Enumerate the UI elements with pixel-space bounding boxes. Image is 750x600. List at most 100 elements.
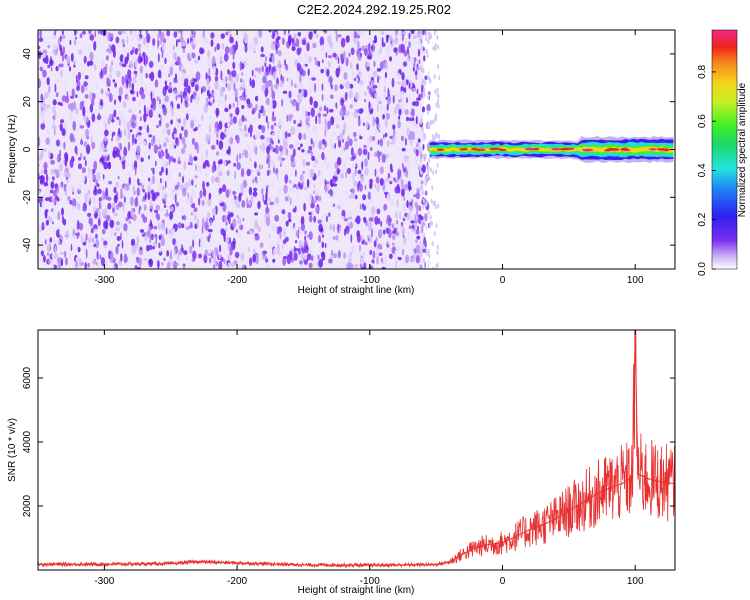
noise-speckle — [109, 229, 114, 237]
noise-speckle — [69, 39, 72, 46]
noise-speckle — [330, 84, 333, 90]
noise-speckle — [288, 144, 294, 149]
noise-speckle — [93, 243, 97, 248]
noise-speckle — [116, 70, 121, 78]
noise-speckle — [168, 73, 171, 78]
noise-speckle — [424, 153, 427, 159]
noise-speckle — [156, 124, 160, 129]
noise-speckle — [223, 99, 226, 110]
noise-speckle — [157, 38, 159, 49]
noise-speckle — [419, 264, 423, 269]
noise-speckle — [150, 104, 153, 109]
noise-speckle — [180, 30, 183, 37]
noise-speckle — [326, 215, 328, 223]
noise-speckle — [109, 73, 112, 80]
noise-speckle — [353, 131, 357, 138]
snr-series-line — [38, 336, 675, 566]
noise-speckle — [358, 183, 363, 192]
noise-speckle — [146, 43, 149, 49]
noise-speckle — [385, 34, 389, 43]
noise-speckle — [177, 94, 183, 98]
noise-speckle — [44, 54, 49, 65]
noise-speckle — [166, 209, 169, 215]
noise-speckle — [300, 90, 304, 98]
noise-speckle — [218, 140, 224, 150]
noise-speckle — [191, 258, 196, 262]
noise-speckle — [81, 172, 86, 183]
noise-speckle — [295, 169, 297, 177]
noise-speckle — [119, 95, 122, 103]
noise-speckle — [340, 215, 345, 221]
noise-speckle — [126, 121, 131, 129]
noise-speckle — [296, 47, 301, 56]
noise-speckle — [61, 215, 65, 224]
noise-speckle — [350, 147, 354, 157]
noise-speckle — [343, 71, 348, 80]
noise-speckle — [399, 210, 401, 220]
noise-speckle — [383, 85, 386, 93]
noise-speckle — [369, 249, 373, 256]
noise-speckle — [298, 82, 303, 89]
noise-speckle — [158, 235, 162, 240]
noise-speckle — [215, 108, 219, 118]
noise-speckle — [79, 101, 83, 111]
noise-speckle — [44, 239, 47, 245]
noise-speckle — [435, 102, 438, 108]
noise-speckle — [303, 186, 308, 191]
noise-speckle — [89, 51, 94, 62]
noise-speckle — [363, 217, 366, 224]
noise-speckle — [59, 149, 62, 157]
noise-speckle — [135, 256, 140, 261]
noise-speckle — [427, 210, 430, 215]
noise-speckle — [234, 251, 240, 259]
noise-speckle — [84, 75, 89, 80]
noise-speckle — [395, 210, 398, 219]
noise-speckle — [362, 194, 367, 201]
noise-speckle — [391, 77, 395, 88]
noise-speckle — [415, 192, 420, 200]
noise-speckle — [402, 162, 404, 169]
noise-speckle — [330, 116, 335, 126]
noise-speckle — [376, 184, 380, 193]
snr-point — [607, 487, 610, 490]
noise-speckle — [60, 63, 64, 68]
noise-speckle — [317, 112, 322, 118]
noise-speckle — [328, 258, 333, 264]
noise-speckle — [46, 104, 51, 109]
noise-speckle — [305, 161, 311, 166]
noise-speckle — [122, 43, 126, 48]
noise-speckle — [434, 89, 437, 95]
noise-speckle — [437, 44, 440, 50]
noise-speckle — [148, 258, 153, 268]
noise-speckle — [226, 149, 230, 155]
noise-speckle — [111, 253, 114, 263]
noise-speckle — [348, 195, 353, 199]
noise-speckle — [404, 109, 409, 115]
noise-speckle — [292, 148, 296, 157]
noise-speckle — [409, 201, 413, 206]
noise-speckle — [270, 244, 273, 250]
noise-speckle — [219, 55, 223, 65]
noise-speckle — [288, 218, 292, 223]
noise-speckle — [183, 171, 185, 178]
noise-speckle — [82, 30, 86, 35]
noise-speckle — [388, 56, 393, 62]
noise-speckle — [54, 253, 59, 258]
noise-speckle — [317, 195, 322, 202]
noise-speckle — [102, 209, 105, 217]
noise-speckle — [399, 30, 403, 38]
noise-speckle — [262, 254, 268, 260]
noise-speckle — [123, 128, 127, 137]
noise-speckle — [343, 94, 346, 101]
noise-speckle — [176, 56, 181, 66]
noise-speckle — [341, 116, 345, 121]
noise-speckle — [187, 85, 191, 94]
noise-speckle — [38, 176, 44, 180]
noise-speckle — [239, 60, 242, 71]
snr-point — [103, 563, 106, 565]
noise-speckle — [340, 173, 345, 178]
noise-speckle — [274, 83, 279, 90]
noise-speckle — [141, 213, 145, 219]
noise-speckle — [172, 53, 177, 59]
noise-speckle — [192, 231, 196, 240]
